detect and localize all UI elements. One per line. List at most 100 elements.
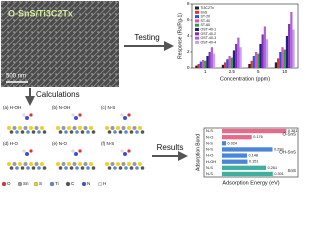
legend-swatch — [65, 181, 71, 187]
legend-label: H — [103, 181, 106, 186]
atom — [25, 152, 29, 156]
legend-label: ST-40 — [201, 19, 211, 23]
atom — [83, 162, 88, 166]
atom — [107, 130, 112, 134]
bar — [226, 59, 229, 68]
bar — [279, 52, 282, 68]
bar — [250, 60, 253, 68]
bar — [288, 24, 291, 68]
atom — [26, 130, 30, 134]
atom — [75, 130, 79, 134]
category-label: N-S — [206, 128, 213, 133]
y-tick-label: 4 — [187, 33, 190, 38]
value-label: 0.261 — [268, 166, 278, 170]
legend-label: N — [87, 181, 90, 186]
atom — [67, 162, 71, 166]
y-tick-label: 2 — [187, 49, 190, 54]
atom — [121, 126, 126, 130]
atom — [61, 126, 66, 130]
bar — [201, 60, 205, 68]
atom — [31, 130, 36, 134]
category-label: H-OH — [206, 159, 216, 164]
atom — [138, 162, 142, 166]
category-label: N-S — [206, 171, 213, 176]
group-label: OH-SnS — [279, 150, 296, 155]
atom — [91, 166, 96, 170]
atom — [80, 130, 85, 134]
legend-label: OST-40-4 — [201, 40, 217, 44]
atom — [58, 130, 63, 134]
atom — [72, 162, 77, 166]
atom — [132, 126, 137, 130]
value-label: 0.299 — [274, 147, 284, 151]
bar — [222, 159, 248, 164]
y-tick-label: 8 — [187, 1, 190, 6]
atom — [29, 162, 33, 166]
legend-label: SnS — [201, 10, 208, 14]
panel-label: (d) H-O — [3, 141, 18, 146]
step-label: Results — [157, 143, 184, 152]
atom — [18, 162, 22, 166]
atom — [135, 166, 139, 170]
atom — [78, 113, 82, 117]
atom — [110, 162, 115, 166]
atom — [9, 166, 14, 170]
bar — [222, 135, 252, 140]
x-tick-label: 10 — [282, 69, 288, 74]
category-label: N-O — [206, 134, 213, 139]
category-label: N-S — [206, 147, 213, 152]
atom — [29, 126, 33, 130]
atom — [91, 130, 96, 134]
atom — [105, 126, 109, 130]
atom — [121, 162, 126, 166]
bar — [254, 52, 258, 68]
bar — [222, 128, 287, 134]
legend-swatch — [195, 23, 199, 27]
bar — [277, 58, 280, 68]
bar — [281, 47, 284, 68]
atom — [58, 166, 63, 170]
atom — [74, 152, 78, 156]
step-label: Testing — [134, 33, 159, 42]
plot-frame — [203, 127, 299, 178]
y-tick-label: 0 — [187, 65, 190, 70]
bar — [222, 171, 273, 177]
atom — [129, 166, 134, 170]
atom — [72, 126, 77, 130]
legend-swatch — [195, 15, 199, 19]
atom — [118, 130, 123, 134]
atom — [56, 126, 60, 130]
bar — [248, 64, 251, 68]
atom — [23, 126, 28, 130]
atom — [7, 162, 11, 166]
value-label: 0.148 — [248, 154, 258, 158]
bar — [212, 53, 216, 68]
atom — [120, 113, 124, 117]
atom — [64, 166, 68, 170]
atom — [135, 130, 139, 134]
atom — [127, 149, 131, 153]
atom — [9, 130, 14, 134]
atom — [74, 116, 78, 120]
atom — [34, 126, 39, 130]
bar — [228, 56, 231, 68]
bar — [222, 165, 267, 170]
bar — [199, 61, 202, 68]
legend-swatch — [17, 181, 23, 187]
atom — [140, 166, 145, 170]
atom — [29, 149, 33, 153]
atom — [31, 166, 36, 170]
x-tick-label: 2.5 — [229, 69, 236, 74]
legend-label: OST-40-2 — [201, 32, 217, 36]
y-axis-label: Response (Ra/Rg-1) — [177, 13, 183, 59]
legend-swatch — [195, 36, 199, 40]
atom — [124, 130, 128, 134]
legend-label: OST-40-3 — [201, 36, 217, 40]
group-label: SnS — [287, 168, 296, 173]
bar — [208, 52, 211, 68]
graphical-abstract: O-SnS/Ti3C2Tx 500 nm Testing Calculation… — [1, 1, 299, 187]
atom — [37, 130, 41, 134]
atom — [34, 162, 39, 166]
bar — [222, 147, 273, 152]
atom — [37, 166, 41, 170]
